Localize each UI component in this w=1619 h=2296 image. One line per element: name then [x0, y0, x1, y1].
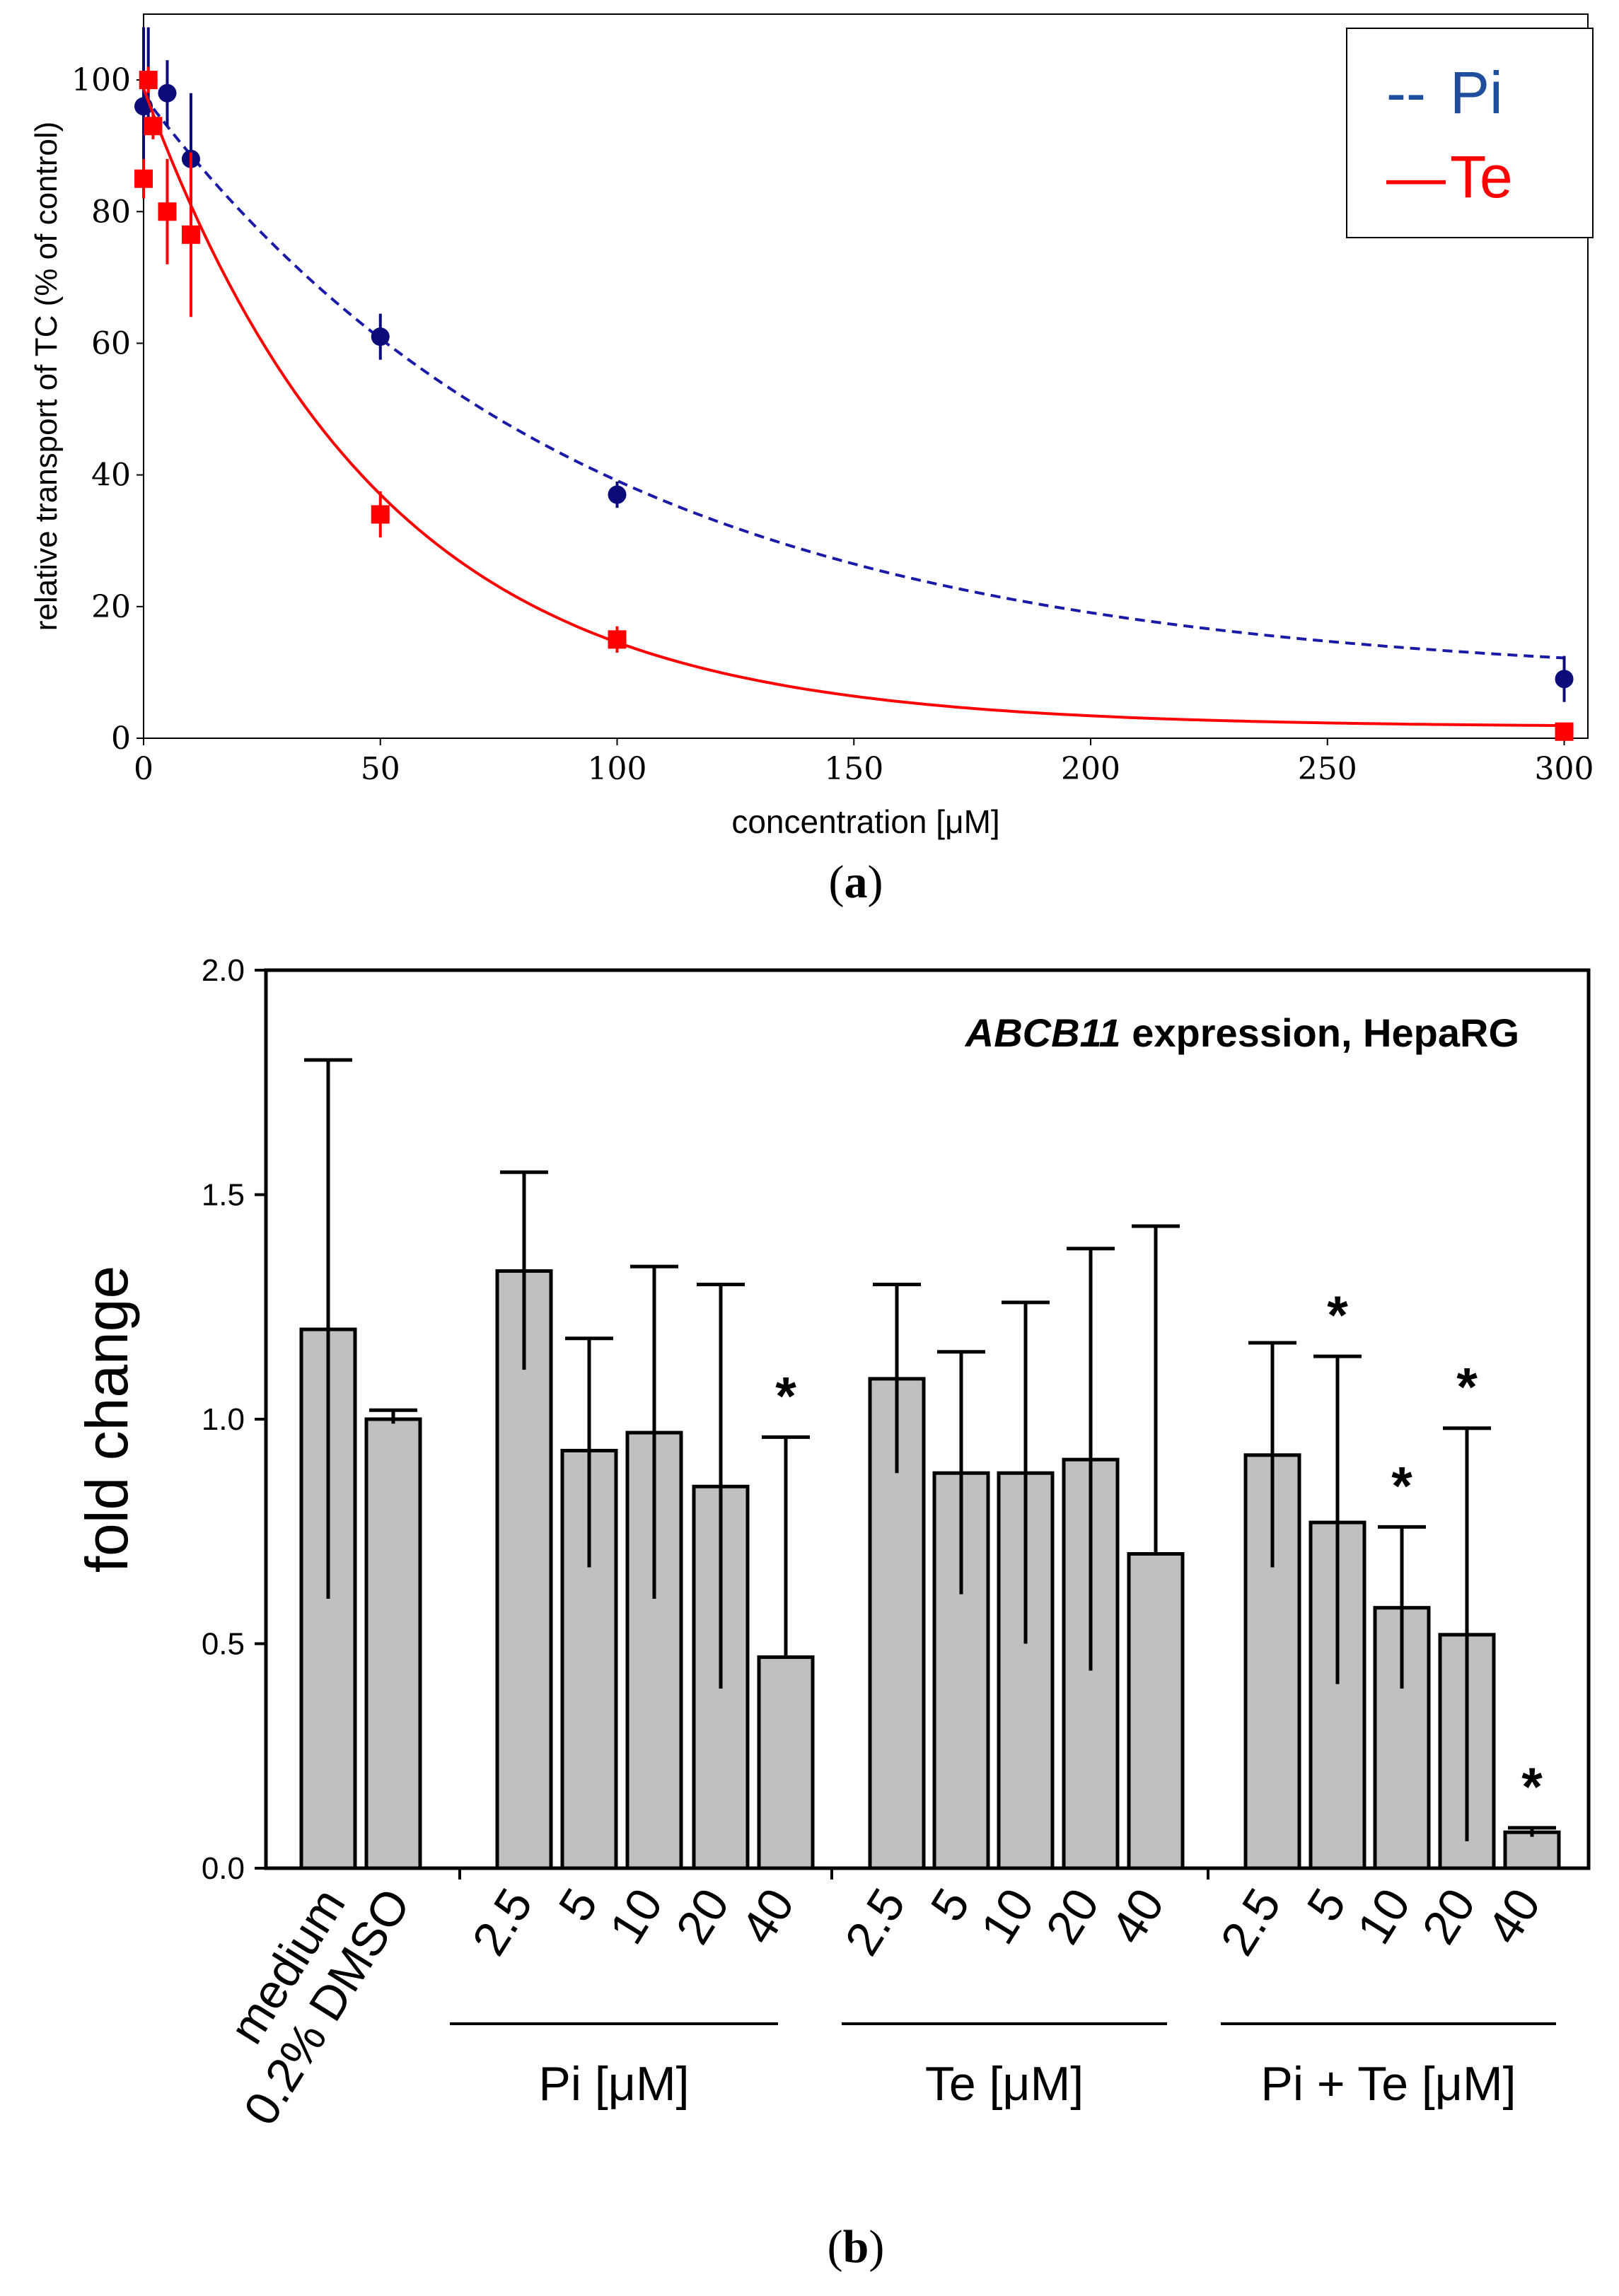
- x-tick-label: 40: [731, 1880, 805, 1953]
- y-tick-label: 80: [91, 194, 131, 230]
- y-tick-label: 40: [91, 458, 131, 494]
- fit-line-pi: [142, 95, 1565, 660]
- y-axis-label: fold change: [74, 1266, 140, 1573]
- y-tick-label: 0: [111, 721, 131, 757]
- data-point-te: [371, 505, 390, 524]
- x-tick-label: 0: [134, 751, 153, 787]
- x-tick-label: 10: [970, 1880, 1045, 1953]
- bar: [364, 1417, 422, 1870]
- x-tick-label: 10: [1347, 1880, 1421, 1953]
- data-point-te: [144, 117, 163, 136]
- chart-title: ABCB11 expression, HepaRG: [964, 1010, 1519, 1055]
- x-tick-label: 50: [361, 751, 400, 787]
- plot-frame: [143, 13, 1589, 739]
- legend-label-pi: Pi: [1450, 59, 1503, 126]
- significance-star: *: [1391, 1456, 1412, 1516]
- bar: [495, 1269, 553, 1870]
- data-point-te: [158, 202, 177, 221]
- x-tick-label: 150: [824, 751, 883, 787]
- panel-b-label: (b): [827, 2221, 885, 2273]
- x-tick-label: 300: [1535, 751, 1594, 787]
- x-tick-label: 20: [1412, 1880, 1486, 1953]
- significance-star: *: [1521, 1757, 1543, 1817]
- chart-title-rest: expression, HepaRG: [1121, 1010, 1519, 1055]
- x-tick-label: 40: [1101, 1880, 1175, 1953]
- data-point-te: [181, 225, 200, 244]
- y-tick-label: 0.5: [202, 1627, 245, 1662]
- group-label: Te [μM]: [925, 2057, 1084, 2111]
- data-point-pi: [608, 485, 627, 504]
- bar: [757, 1655, 815, 1870]
- y-tick-label: 0.0: [202, 1851, 245, 1886]
- bar: [1127, 1552, 1185, 1870]
- group-label: Pi + Te [μM]: [1260, 2057, 1516, 2111]
- bar: [1503, 1830, 1561, 1870]
- y-axis-label: relative transport of TC (% of control): [29, 122, 64, 631]
- data-point-te: [608, 630, 627, 649]
- x-tick-label: 2.5: [835, 1880, 916, 1964]
- legend-marker-te: —: [1386, 144, 1446, 210]
- x-tick-label: 100: [588, 751, 647, 787]
- x-tick-label: 250: [1298, 751, 1357, 787]
- y-tick-label: 20: [91, 589, 131, 625]
- x-axis-label: concentration [μM]: [731, 803, 999, 840]
- x-tick-label: 5: [548, 1880, 608, 1930]
- legend-label-te: Te: [1450, 144, 1513, 210]
- data-point-te: [139, 71, 158, 90]
- group-label: Pi [μM]: [539, 2057, 690, 2111]
- panel-a-label: (a): [828, 856, 883, 908]
- significance-star: *: [775, 1366, 796, 1426]
- x-tick-label: 10: [599, 1880, 673, 1953]
- panel-b-bar-chart: 0.0 0.5 1.0 1.5 2.0 fold change ABCB11 express…: [74, 953, 1591, 2134]
- x-tick-label: 20: [1035, 1880, 1110, 1953]
- data-point-te: [1555, 722, 1574, 741]
- data-point-pi: [371, 327, 390, 346]
- y-tick-label: 2.0: [202, 953, 245, 988]
- legend: -- Pi— Te: [1346, 28, 1594, 238]
- legend-box: [1346, 28, 1594, 238]
- data-point-pi: [158, 83, 177, 103]
- y-tick-label: 1.5: [202, 1178, 245, 1213]
- y-tick-label: 1.0: [202, 1402, 245, 1437]
- x-tick-label: 20: [666, 1880, 740, 1953]
- panel-b-letter: b: [842, 2221, 869, 2273]
- x-tick-label: 2.5: [462, 1880, 543, 1964]
- x-tick-label: 200: [1061, 751, 1120, 787]
- y-tick-label: 100: [71, 62, 131, 98]
- x-tick-label: 2.5: [1210, 1880, 1292, 1964]
- x-tick-label: 40: [1477, 1880, 1551, 1953]
- legend-marker-pi: --: [1386, 59, 1426, 126]
- chart-title-gene: ABCB11: [964, 1010, 1121, 1055]
- data-point-pi: [1555, 670, 1574, 689]
- significance-star: *: [1456, 1358, 1478, 1418]
- data-point-te: [134, 169, 153, 188]
- significance-star: *: [1327, 1286, 1348, 1346]
- panel-a-line-chart: 0 50 100 150 200 250 300 0 20 40 60 80 100 concentrat…: [29, 13, 1594, 840]
- y-tick-label: 60: [91, 325, 131, 361]
- panel-a-letter: a: [844, 856, 868, 908]
